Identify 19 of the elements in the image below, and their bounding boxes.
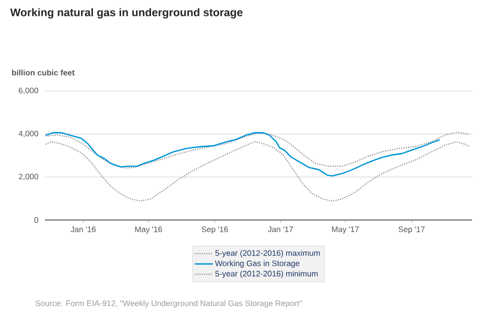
- y-tick-label: 6,000: [18, 88, 38, 94]
- line-series: [45, 141, 470, 202]
- x-tick-label: Jan '16: [70, 226, 96, 232]
- y-tick-label: 0: [34, 217, 38, 223]
- source-note: Source: Form EIA-912, "Weekly Underground Natural Gas Storage Report": [36, 300, 302, 308]
- line-series: [45, 132, 470, 169]
- x-tick-label: Jan '17: [268, 226, 293, 232]
- y-tick-label: 4,000: [18, 130, 38, 138]
- chart-title: Working natural gas in underground storage: [10, 8, 242, 18]
- legend-label: Working Gas in Storage: [215, 260, 300, 268]
- x-tick-label: Sep '16: [202, 226, 228, 234]
- legend-label: 5-year (2012-2016) maximum: [215, 250, 320, 258]
- legend-label: 5-year (2012-2016) minimum: [215, 270, 318, 278]
- y-axis-title: billion cubic feet: [12, 70, 75, 76]
- line-series: [45, 132, 440, 177]
- x-tick-label: May '16: [135, 226, 162, 234]
- x-tick-label: Sep '17: [398, 226, 425, 234]
- y-tick-label: 2,000: [18, 174, 38, 180]
- x-tick-label: May '17: [332, 226, 359, 234]
